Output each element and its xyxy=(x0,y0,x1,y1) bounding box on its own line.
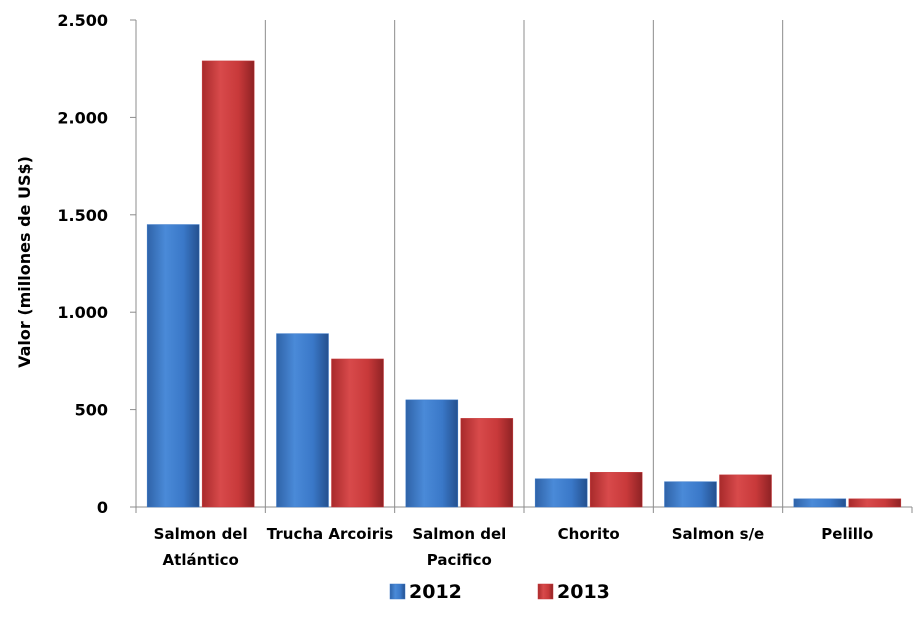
x-tick-label: Chorito xyxy=(558,525,620,543)
x-tick-labels: Salmon del Atlántico Trucha Arcoiris Salmon… xyxy=(154,525,874,569)
axes xyxy=(130,19,913,513)
y-tick-label: 1.500 xyxy=(57,206,108,225)
legend-swatch-2013 xyxy=(537,583,554,600)
x-tick-label: Trucha Arcoiris xyxy=(267,525,393,543)
y-tick-labels: 0 500 1.000 1.500 2.000 2.500 xyxy=(57,11,108,517)
y-tick-label: 500 xyxy=(75,401,108,420)
bar-2013-0 xyxy=(201,60,255,508)
bar-2013-5 xyxy=(848,498,902,508)
legend-label-2012: 2012 xyxy=(409,581,462,603)
y-tick-label: 0 xyxy=(97,498,108,517)
grid-lines xyxy=(264,20,784,507)
bar-2012-2 xyxy=(405,399,459,508)
bar-2013-3 xyxy=(589,472,643,508)
y-tick-label: 2.500 xyxy=(57,11,108,30)
y-axis-title: Valor (millones de US$) xyxy=(15,156,34,368)
bar-2012-0 xyxy=(146,224,200,508)
x-tick-label: Pelillo xyxy=(821,525,873,543)
y-tick-label: 2.000 xyxy=(57,108,108,127)
bar-2012-1 xyxy=(276,333,329,508)
legend-swatch-2012 xyxy=(389,583,406,600)
bar-2013-1 xyxy=(331,358,384,508)
x-tick-label: Pacifico xyxy=(427,551,492,569)
bars xyxy=(146,60,902,508)
bar-2012-3 xyxy=(534,478,588,508)
x-tick-label: Salmon del xyxy=(154,525,248,543)
bar-2013-2 xyxy=(460,418,514,508)
x-tick-label: Atlántico xyxy=(163,551,239,569)
legend: 2012 2013 xyxy=(389,581,610,603)
bar-2012-4 xyxy=(664,481,717,508)
bar-2012-5 xyxy=(793,498,847,508)
x-tick-label: Salmon s/e xyxy=(672,525,764,543)
bar-2013-4 xyxy=(719,474,772,508)
legend-label-2013: 2013 xyxy=(557,581,610,603)
x-tick-label: Salmon del xyxy=(412,525,506,543)
y-tick-label: 1.000 xyxy=(57,303,108,322)
